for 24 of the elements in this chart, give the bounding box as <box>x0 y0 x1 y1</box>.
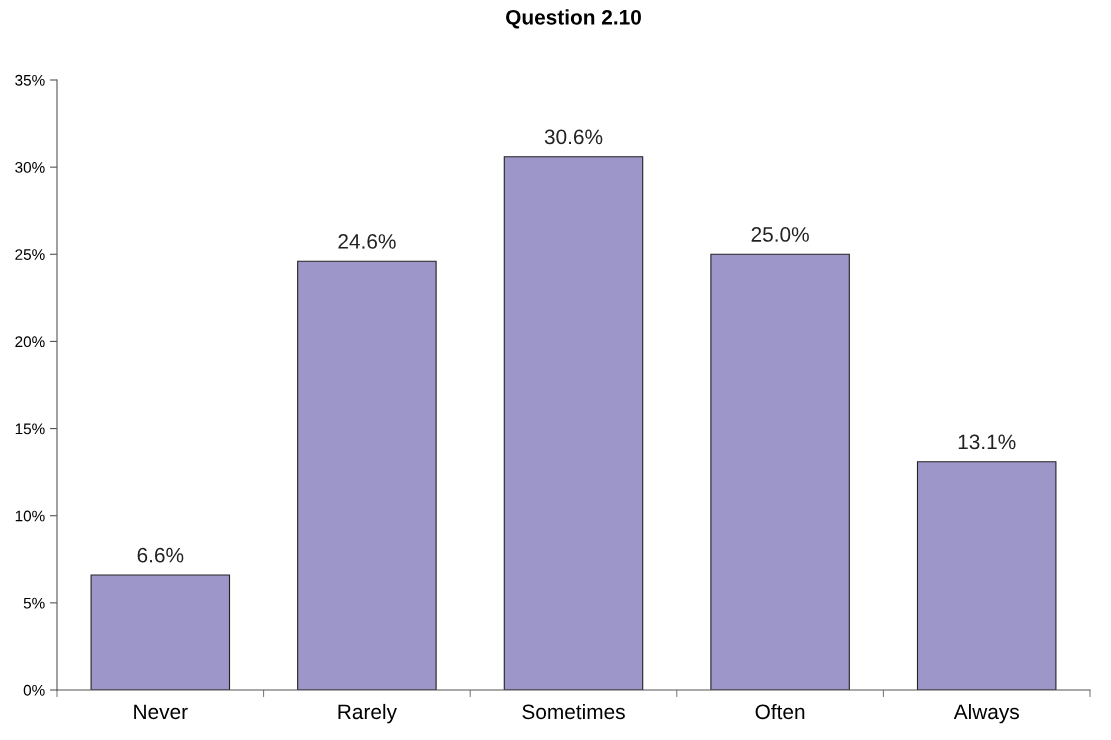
x-tick-label: Always <box>953 703 1019 724</box>
y-tick-label: 10% <box>15 510 45 522</box>
x-tick-label: Sometimes <box>522 703 625 720</box>
chart-title: Question 2.10 <box>506 9 641 29</box>
bar <box>297 260 437 690</box>
bar <box>710 253 850 690</box>
bar <box>90 574 231 690</box>
data-label: 24.6% <box>338 234 396 249</box>
data-label: 6.6% <box>137 547 184 563</box>
data-label: 25.0% <box>751 227 809 242</box>
y-tick-label: 0% <box>23 684 45 696</box>
bar <box>916 461 1057 690</box>
y-tick-label: 35% <box>15 74 45 86</box>
bar <box>503 156 644 690</box>
data-label: 30.6% <box>544 129 603 145</box>
y-tick-label: 30% <box>15 162 45 173</box>
y-tick-label: 5% <box>23 597 45 609</box>
data-label: 13.1% <box>958 434 1016 450</box>
y-tick-label: 15% <box>15 423 45 435</box>
x-tick-label: Rarely <box>338 703 397 724</box>
y-tick-label: 25% <box>15 249 45 260</box>
x-tick-label: Never <box>134 704 188 720</box>
y-tick-label: 20% <box>15 336 45 348</box>
x-tick-label: Often <box>755 703 805 720</box>
